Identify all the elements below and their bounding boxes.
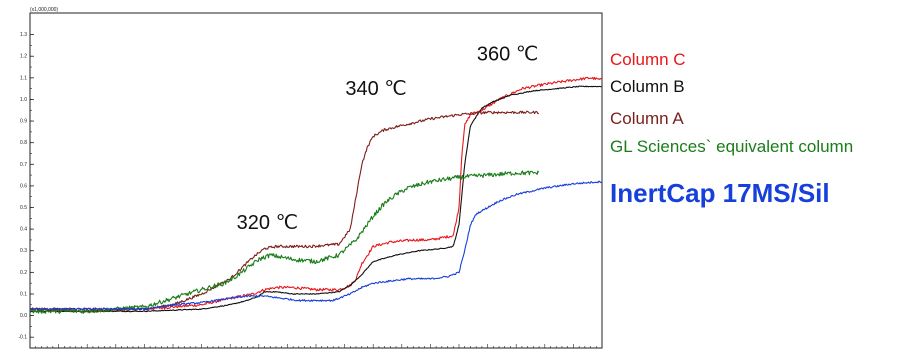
- temperature-annotation: 360 ℃: [477, 44, 538, 66]
- annotation-layer: 320 ℃ 340 ℃ 360 ℃: [237, 44, 539, 235]
- series-layer: [29, 76, 602, 314]
- y-tick-label: 0.9: [20, 119, 27, 125]
- y-tick-label: 0.6: [20, 183, 27, 189]
- series-line-1: [29, 85, 602, 313]
- y-tick-label: 0.1: [20, 291, 27, 297]
- y-tick-label: 0.2: [20, 270, 27, 276]
- legend-entry: InertCap 17MS/Sil: [610, 178, 830, 208]
- legend-entry: Column C: [610, 50, 686, 69]
- y-tick-label: -0.1: [18, 335, 27, 341]
- y-tick-label: 0.0: [20, 313, 27, 319]
- y-tick-label: 1.1: [20, 75, 27, 81]
- series-line-4: [29, 180, 602, 311]
- series-line-2: [29, 110, 540, 311]
- y-tick-label: 1.3: [20, 32, 27, 38]
- legend-entry: Column B: [610, 77, 685, 96]
- y-tick-label: 0.5: [20, 205, 27, 211]
- y-tick-label: 0.7: [20, 162, 27, 168]
- y-tick-label: 1.2: [20, 54, 27, 60]
- legend-entry: GL Sciences` equivalent column: [610, 137, 854, 156]
- temperature-annotation: 340 ℃: [345, 78, 406, 100]
- y-tick-label: 0.8: [20, 140, 27, 146]
- x-axis: [29, 344, 603, 348]
- temperature-annotation: 320 ℃: [237, 212, 298, 234]
- y-tick-label: 1.0: [20, 97, 27, 103]
- y-tick-label: 0.3: [20, 248, 27, 254]
- y-multiplier-label: (x1,000,000): [30, 7, 58, 13]
- y-axis: -0.1 0.0 0.1 0.2 0.3 0.4 0.5 0.6 0.7 0.8 0.9 1.0 1.1…: [18, 32, 34, 341]
- y-tick-label: 0.4: [20, 227, 27, 233]
- legend-entry: Column A: [610, 109, 684, 128]
